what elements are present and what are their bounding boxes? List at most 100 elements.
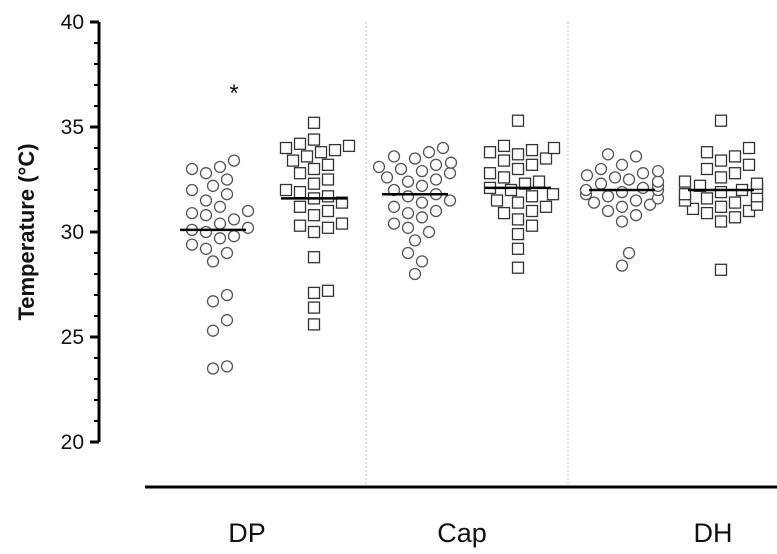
data-point-square [714, 185, 728, 199]
data-point-square [714, 215, 728, 228]
y-tick-label: 20 [61, 431, 84, 454]
data-point-circle [415, 164, 429, 178]
data-point-circle [601, 204, 615, 218]
data-point-circle [401, 190, 415, 203]
data-point-circle [444, 156, 458, 169]
data-point-circle [629, 150, 643, 163]
data-point-circle [199, 242, 213, 255]
group-label-dp: DP [228, 518, 266, 548]
data-point-circle [241, 204, 255, 218]
data-point-circle [220, 246, 234, 260]
data-point-circle [213, 232, 227, 245]
y-tick-label: 35 [61, 116, 84, 139]
data-point-circle [401, 175, 415, 188]
data-point-circle [643, 198, 657, 211]
data-point-square [714, 200, 728, 213]
data-point-square [546, 188, 560, 201]
data-point-square [321, 190, 335, 203]
data-point-square [307, 209, 321, 222]
data-point-square [300, 150, 314, 163]
data-point-square [314, 146, 328, 159]
data-point-square [321, 173, 335, 186]
data-point-square [307, 318, 321, 331]
axis-layer [97, 22, 777, 489]
data-point-square [714, 154, 728, 167]
data-point-circle [241, 221, 255, 234]
data-point-square [321, 284, 335, 297]
data-point-circle [213, 200, 227, 213]
data-point-circle [206, 295, 220, 308]
data-point-circle [443, 194, 457, 207]
data-point-circle [615, 158, 629, 171]
data-point-square [742, 204, 756, 218]
data-point-square [490, 194, 504, 207]
data-point-square [511, 114, 525, 127]
data-point-circle [615, 215, 629, 228]
data-point-square [279, 141, 293, 155]
data-point-circle [408, 152, 422, 165]
data-point-circle [608, 171, 622, 184]
data-point-square [307, 116, 321, 129]
data-point-circle [415, 255, 429, 268]
data-point-circle [429, 173, 443, 186]
data-point-circle [601, 148, 615, 161]
data-point-circle [422, 225, 436, 239]
data-point-square [286, 154, 300, 167]
data-point-square [700, 206, 714, 220]
data-point-square [714, 263, 728, 276]
data-point-square [307, 301, 321, 314]
data-point-square [525, 190, 539, 203]
data-point-circle [429, 204, 443, 218]
data-point-circle [213, 217, 227, 230]
data-point-circle [227, 154, 241, 167]
data-point-circle [615, 185, 629, 199]
data-point-square [511, 148, 525, 161]
data-point-square [539, 152, 553, 165]
annotations: * [229, 80, 238, 107]
data-point-square [293, 185, 307, 199]
data-point-square [686, 202, 700, 216]
data-point-square [678, 175, 692, 188]
data-point-square [321, 204, 335, 218]
data-point-circle [622, 246, 636, 260]
data-point-circle [372, 160, 386, 174]
data-point-circle [651, 164, 665, 178]
data-point-circle [206, 362, 220, 375]
data-point-circle [206, 324, 220, 337]
data-point-square [728, 167, 742, 180]
data-point-circle [629, 194, 643, 207]
data-point-square [307, 133, 321, 146]
data-point-circle [636, 167, 650, 180]
data-point-square [321, 158, 335, 171]
data-point-square [307, 286, 321, 300]
data-point-circle [213, 160, 227, 174]
data-point-circle [394, 162, 408, 176]
data-point-circle [220, 288, 234, 302]
data-point-circle [651, 175, 665, 188]
data-point-circle [622, 173, 636, 186]
data-point-circle [220, 360, 234, 373]
data-point-square [497, 206, 511, 220]
data-point-circle [227, 213, 241, 226]
data-point-circle [408, 234, 422, 247]
y-tick-label: 40 [61, 11, 84, 34]
data-point-square [504, 183, 518, 197]
data-point-square [714, 171, 728, 184]
data-point-circle [601, 190, 615, 203]
data-point-circle [199, 225, 213, 239]
data-point-square [511, 213, 525, 226]
data-point-square [700, 162, 714, 176]
data-point-square [700, 146, 714, 159]
data-point-square [511, 196, 525, 209]
data-point-square [307, 225, 321, 239]
data-point-circle [206, 255, 220, 268]
data-point-circle [580, 169, 594, 182]
data-point-square [511, 242, 525, 255]
data-point-square [742, 158, 756, 171]
data-point-square [293, 200, 307, 213]
group-divider-layer [365, 22, 569, 485]
data-point-square [532, 175, 546, 188]
data-point-square [293, 219, 307, 232]
data-point-circle [429, 158, 443, 171]
